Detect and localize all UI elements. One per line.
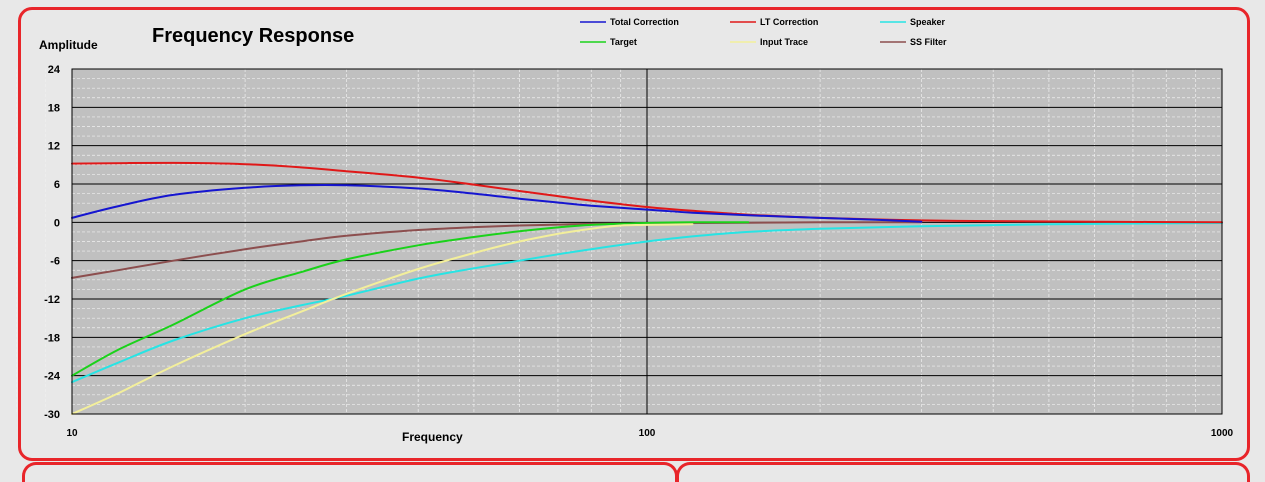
y-axis-title: Amplitude bbox=[39, 38, 98, 52]
y-tick-label: 24 bbox=[48, 64, 61, 76]
series-line-speaker bbox=[71, 222, 1223, 384]
x-tick-label: 1000 bbox=[1211, 428, 1234, 439]
y-tick-label: -12 bbox=[44, 294, 60, 306]
x-tick-label: 100 bbox=[639, 428, 656, 439]
y-tick-label: 0 bbox=[54, 217, 60, 229]
y-tick-labels: 24 18 12 6 0 -6 -12 -18 -24 -30 bbox=[44, 64, 61, 421]
series-line-input-trace bbox=[71, 223, 694, 415]
series-line-lt-correction bbox=[71, 161, 1223, 224]
legend-label-input-trace: Input Trace bbox=[760, 37, 808, 47]
plot-border bbox=[71, 68, 1223, 415]
x-axis-title: Frequency bbox=[402, 430, 463, 444]
series-line-total-correction bbox=[71, 183, 923, 223]
y-tick-label: -30 bbox=[44, 409, 60, 421]
y-tick-label: 18 bbox=[48, 102, 60, 114]
legend-label-total-correction: Total Correction bbox=[610, 17, 679, 27]
frequency-response-chart: Frequency Response Amplitude Frequency T… bbox=[39, 17, 1234, 444]
legend: Total Correction LT Correction Speaker Targ… bbox=[580, 17, 947, 47]
legend-label-ss-filter: SS Filter bbox=[910, 37, 947, 47]
x-tick-labels: 10 100 1000 bbox=[66, 428, 1233, 439]
chart-title: Frequency Response bbox=[152, 25, 354, 47]
y-tick-label: 6 bbox=[54, 179, 60, 191]
legend-label-speaker: Speaker bbox=[910, 17, 946, 27]
y-tick-label: -6 bbox=[50, 256, 60, 268]
y-tick-label: 12 bbox=[48, 141, 60, 153]
legend-label-lt-correction: LT Correction bbox=[760, 17, 818, 27]
y-tick-label: -18 bbox=[44, 332, 60, 344]
x-tick-label: 10 bbox=[66, 428, 78, 439]
series-lines bbox=[71, 161, 1223, 415]
series-line-target bbox=[71, 221, 750, 377]
legend-label-target: Target bbox=[610, 37, 637, 47]
y-tick-label: -24 bbox=[44, 371, 61, 383]
